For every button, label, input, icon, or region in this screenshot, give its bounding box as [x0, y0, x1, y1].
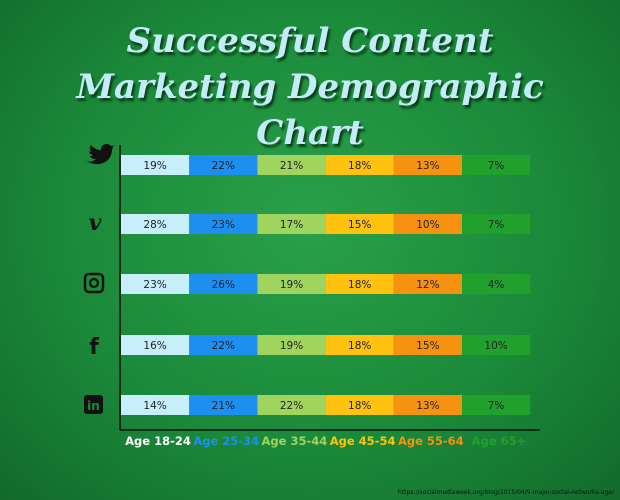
bar-segment [257, 214, 326, 234]
value-label: 7% [488, 160, 505, 172]
value-label: 18% [348, 400, 371, 412]
value-label: 23% [143, 279, 166, 291]
value-label: 22% [212, 160, 235, 172]
value-label: 10% [416, 219, 439, 231]
bar-segment [462, 214, 531, 234]
bar-segment [121, 274, 190, 294]
bar-segment [393, 274, 462, 294]
bar-segment [257, 155, 326, 175]
legend-label: Age 65+ [471, 434, 527, 448]
legend-label: Age 35-44 [261, 434, 328, 448]
bar-segment [325, 335, 394, 355]
bar-segment [257, 274, 326, 294]
bar-segment [257, 395, 326, 415]
value-label: 23% [212, 219, 235, 231]
bar-segment [462, 274, 531, 294]
bar-segment [121, 214, 190, 234]
bar-segment [325, 395, 394, 415]
value-label: 22% [280, 400, 303, 412]
value-label: 16% [143, 340, 166, 352]
value-label: 15% [416, 340, 439, 352]
value-label: 15% [348, 219, 371, 231]
value-label: 19% [143, 160, 166, 172]
value-label: 18% [348, 160, 371, 172]
bar-segment [189, 395, 258, 415]
value-label: 10% [484, 340, 507, 352]
value-label: 13% [416, 160, 439, 172]
legend-label: Age 18-24 [125, 434, 191, 448]
value-label: 17% [280, 219, 303, 231]
linkedin-letters: in [87, 399, 100, 413]
value-label: 19% [280, 279, 303, 291]
value-label: 18% [348, 279, 371, 291]
value-label: 12% [416, 279, 439, 291]
bar-segment [462, 395, 531, 415]
bar-segment [462, 335, 531, 355]
bar-segment [393, 214, 462, 234]
bar-segment [189, 335, 258, 355]
legend-label: Age 55-64 [397, 434, 464, 448]
legend-label: Age 25-34 [193, 434, 260, 448]
bar-segment [393, 335, 462, 355]
twitter-icon [84, 144, 114, 165]
value-label: 18% [348, 340, 371, 352]
value-label: 22% [212, 340, 235, 352]
bar-segment [325, 214, 394, 234]
bar-segment [393, 155, 462, 175]
vine-icon: v [89, 210, 102, 236]
bar-segment [121, 395, 190, 415]
bar-segment [393, 395, 462, 415]
instagram-lens [88, 277, 100, 289]
bar-segment [121, 335, 190, 355]
bar-segment [325, 155, 394, 175]
value-label: 21% [280, 160, 303, 172]
value-label: 4% [488, 279, 505, 291]
value-label: 7% [488, 219, 505, 231]
facebook-icon: f [89, 335, 99, 360]
bar-segment [257, 335, 326, 355]
value-label: 7% [488, 400, 505, 412]
value-label: 28% [143, 219, 166, 231]
source: https://socialmediaweek.org/blog/2015/04… [398, 489, 614, 496]
instagram-icon [83, 272, 105, 294]
bar-segment [189, 214, 258, 234]
bar-segment [189, 155, 258, 175]
bar-segment [325, 274, 394, 294]
legend-label: Age 45-54 [329, 434, 396, 448]
value-label: 13% [416, 400, 439, 412]
value-label: 19% [280, 340, 303, 352]
icons: v f in [83, 144, 114, 414]
chart-title: Successful Content Marketing Demographic… [76, 21, 544, 153]
value-label: 14% [143, 400, 166, 412]
linkedin-icon [84, 395, 103, 414]
value-label: 26% [212, 279, 235, 291]
bar-segment [189, 274, 258, 294]
bar-segment [121, 155, 190, 175]
value-label: 21% [212, 400, 235, 412]
bar-segment [462, 155, 531, 175]
